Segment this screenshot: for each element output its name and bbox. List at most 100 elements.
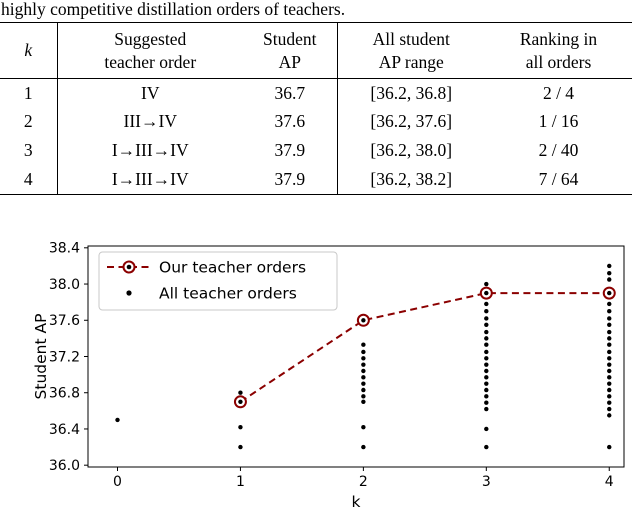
x-tick-label: 3 <box>482 474 491 490</box>
header-line: Ranking in <box>519 29 598 49</box>
all-orders-dot <box>361 387 366 393</box>
all-orders-dot <box>484 290 489 296</box>
table-header: k Suggested teacher order Student AP All s… <box>0 22 632 79</box>
legend-label-all: All teacher orders <box>159 284 297 302</box>
y-tick-label: 38.0 <box>49 277 80 293</box>
x-tick-label: 0 <box>113 474 122 490</box>
cell-k: 4 <box>0 164 58 194</box>
all-orders-dot <box>484 322 489 327</box>
all-orders-dot <box>607 316 612 321</box>
all-orders-dot <box>484 309 489 314</box>
legend-label-our: Our teacher orders <box>159 258 306 276</box>
legend-our-marker-dot <box>126 264 132 270</box>
our-orders-line <box>239 292 610 403</box>
all-orders-dot <box>238 399 243 404</box>
all-orders-dot <box>361 342 366 347</box>
all-orders-dot <box>361 399 366 404</box>
all-orders-dot <box>484 316 489 321</box>
table-row: 1 IV 36.7 [36.2, 36.8] 2 / 4 <box>0 78 632 108</box>
all-orders-dot <box>484 281 489 287</box>
header-line: all orders <box>525 51 592 72</box>
all-orders-dot <box>607 387 612 393</box>
all-orders-dot <box>607 406 612 412</box>
all-orders-dot <box>361 424 366 430</box>
cell-ranking: 1 / 16 <box>538 111 579 132</box>
all-orders-dot <box>607 309 612 314</box>
cell-ap-range: [36.2, 36.8] <box>370 82 453 103</box>
all-orders-dot <box>361 318 366 323</box>
all-orders-dot <box>607 322 612 327</box>
all-orders-dot <box>238 444 243 450</box>
all-orders-dot <box>607 290 612 296</box>
header-line: Suggested <box>114 29 187 49</box>
all-orders-dot <box>484 394 489 399</box>
legend-all-marker <box>126 290 132 296</box>
caption-text: highly competitive distillation orders o… <box>1 0 346 19</box>
all-orders-dot <box>361 368 366 374</box>
cell-student-ap: 36.7 <box>243 78 338 108</box>
header-line: teacher order <box>104 51 197 72</box>
all-orders-dot <box>607 381 612 386</box>
all-orders-dot <box>607 413 612 418</box>
all-orders-dot <box>361 349 366 355</box>
table-row: 3 I→III→IV 37.9 [36.2, 38.0] 2 / 40 <box>0 136 632 165</box>
x-tick-label: 2 <box>359 474 368 490</box>
header-line: All student <box>372 29 450 49</box>
y-tick-label: 36.0 <box>49 458 80 474</box>
header-teacher-order: Suggested teacher order <box>57 22 243 79</box>
y-tick-label: 36.8 <box>49 386 80 402</box>
y-axis-label: Student AP <box>32 314 50 400</box>
student-ap-chart: 36.0 36.4 36.8 37.2 37.6 38.0 38.4 0 1 2 3 4 k Studen… <box>32 241 625 511</box>
all-orders-dot <box>484 329 489 335</box>
all-orders-dot <box>607 362 612 367</box>
x-tick-label: 4 <box>605 474 614 490</box>
cell-ap-range: [36.2, 38.2] <box>370 168 453 189</box>
header-line: AP <box>278 51 301 72</box>
all-orders-dot <box>361 394 366 399</box>
all-orders-dot <box>484 336 489 341</box>
all-orders-dot <box>484 368 489 374</box>
all-orders-dot <box>484 349 489 355</box>
cell-teacher-order: I→III→IV <box>111 140 189 160</box>
all-orders-dot <box>607 342 612 347</box>
all-orders-dot <box>484 426 489 432</box>
all-orders-dot <box>607 263 612 269</box>
cell-ap-range: [36.2, 37.6] <box>370 111 453 132</box>
x-tick-label: 1 <box>236 474 245 490</box>
all-orders-dot <box>361 381 366 386</box>
all-orders-dot <box>607 368 612 374</box>
all-orders-dot <box>484 356 489 361</box>
all-orders-dot <box>607 400 612 405</box>
all-orders-dot <box>484 301 489 307</box>
all-orders-dot <box>238 424 243 430</box>
cell-ranking: 2 / 4 <box>542 82 575 103</box>
all-orders-dot <box>607 394 612 399</box>
all-orders-dot <box>607 349 612 355</box>
y-tick-label: 38.4 <box>49 241 80 257</box>
all-orders-dot <box>607 270 612 276</box>
all-orders-dot <box>238 390 243 395</box>
all-orders-dot <box>484 342 489 347</box>
cell-ap-range: [36.2, 38.0] <box>370 140 453 160</box>
all-orders-dot <box>607 301 612 307</box>
y-tick-label: 37.2 <box>49 349 80 365</box>
legend-box <box>98 251 338 311</box>
all-orders-dot <box>484 381 489 386</box>
results-table: k Suggested teacher order Student AP All s… <box>0 22 632 195</box>
all-orders-dot <box>607 444 612 450</box>
all-orders-dot <box>484 362 489 367</box>
cell-ranking: 7 / 64 <box>538 168 579 189</box>
all-orders-dot <box>361 356 366 361</box>
table-row: 2 III→IV 37.6 [36.2, 37.6] 1 / 16 <box>0 107 632 136</box>
all-orders-dot <box>484 387 489 393</box>
header-ap-range: All student AP range <box>337 22 485 79</box>
cell-teacher-order: I→III→IV <box>111 168 189 189</box>
y-tick-label: 37.6 <box>49 313 80 329</box>
y-tick-label: 36.4 <box>49 422 80 438</box>
all-orders-dot <box>484 406 489 412</box>
all-orders-dot <box>607 375 612 380</box>
cell-ranking: 2 / 40 <box>538 140 579 160</box>
header-k-label: k <box>24 40 33 61</box>
header-ranking: Ranking in all orders <box>485 22 632 79</box>
